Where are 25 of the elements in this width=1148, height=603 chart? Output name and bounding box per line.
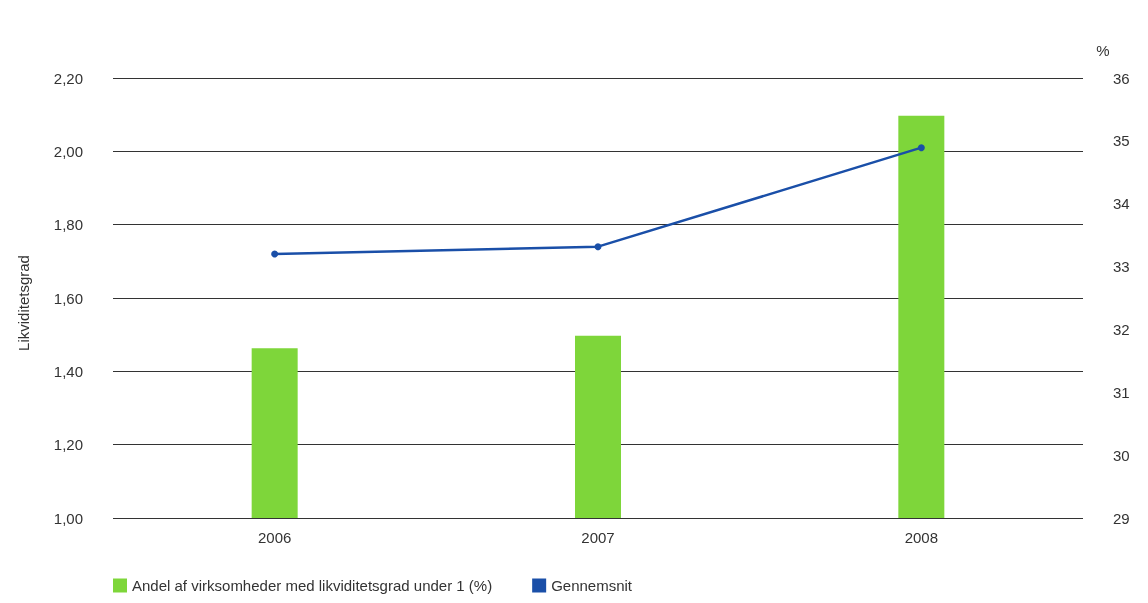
y2-tick-label: 30 bbox=[1113, 446, 1130, 464]
y2-tick-label: 33 bbox=[1113, 258, 1130, 276]
legend-label: Andel af virksomheder med likviditetsgrad under 1 (%) bbox=[132, 577, 493, 594]
point bbox=[594, 243, 602, 251]
y2-tick-label: 31 bbox=[1113, 383, 1130, 401]
y-tick-label: 1,20 bbox=[53, 436, 83, 454]
y2-tick-label: 36 bbox=[1113, 69, 1130, 87]
y2-tick-label: 29 bbox=[1113, 509, 1130, 527]
y2-tick-label: 32 bbox=[1113, 320, 1130, 338]
x-tick-label: 2008 bbox=[904, 529, 939, 546]
y-tick-label: 1,80 bbox=[53, 216, 83, 234]
y2-axis-title: % bbox=[1096, 42, 1110, 59]
point bbox=[271, 250, 279, 258]
y-tick-label: 1,00 bbox=[53, 509, 83, 527]
x-tick-label: 2006 bbox=[257, 529, 292, 546]
y-tick-label: 1,60 bbox=[53, 289, 83, 307]
x-tick-label: 2007 bbox=[581, 529, 615, 546]
y-tick-label: 2,20 bbox=[53, 69, 83, 87]
point bbox=[917, 144, 925, 152]
y-tick-label: 1,40 bbox=[53, 362, 83, 380]
legend-label: Gennemsnit bbox=[551, 577, 633, 594]
y2-tick-label: 35 bbox=[1113, 132, 1130, 150]
y2-tick-label: 34 bbox=[1113, 195, 1130, 213]
y-tick-label: 2,00 bbox=[53, 142, 83, 160]
y-axis-title: Likviditetsgrad bbox=[15, 255, 32, 351]
